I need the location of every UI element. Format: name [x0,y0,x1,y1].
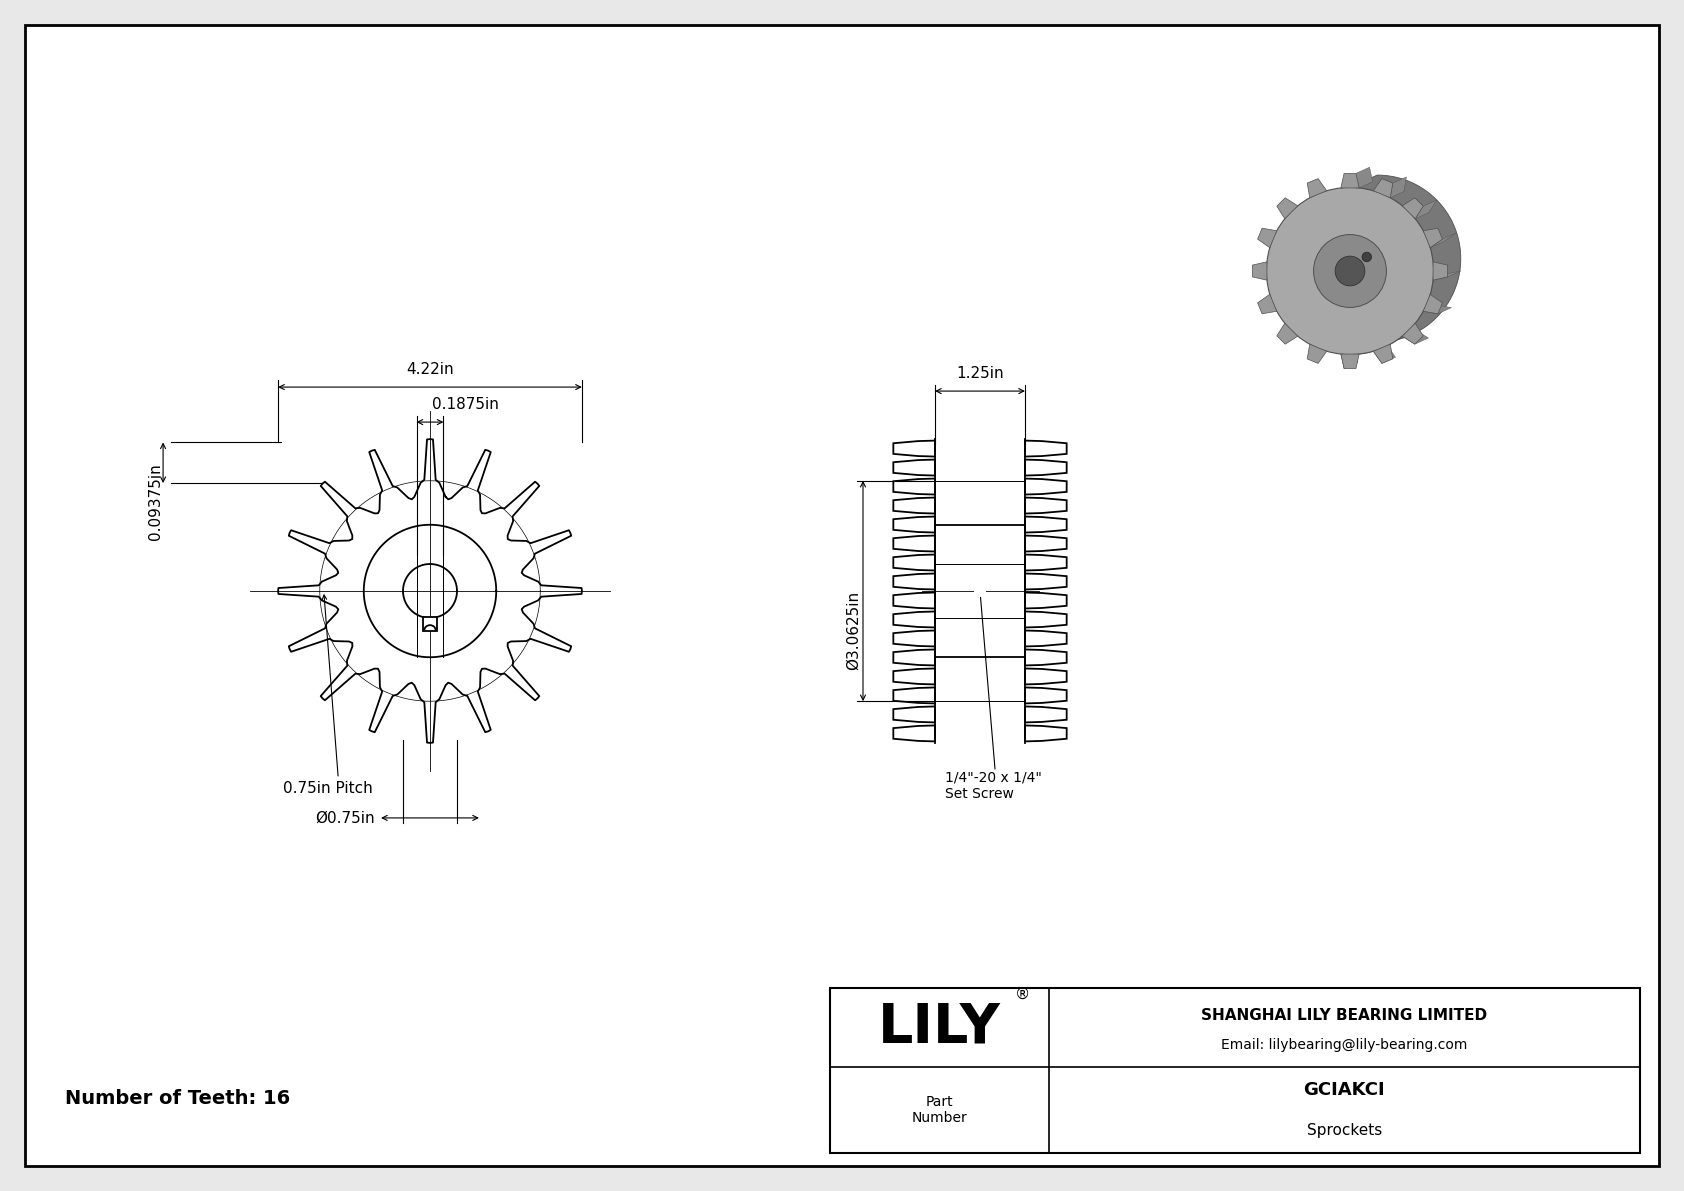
Circle shape [1362,252,1371,262]
Circle shape [1335,256,1364,286]
Text: Ø3.0625in: Ø3.0625in [845,591,861,671]
Polygon shape [1403,330,1428,344]
Polygon shape [1403,198,1423,219]
Polygon shape [1433,262,1448,280]
Text: GCIAKCI: GCIAKCI [1303,1081,1386,1099]
Polygon shape [1423,229,1443,248]
Polygon shape [1340,354,1359,368]
Text: 4.22in: 4.22in [406,362,453,378]
Text: 1/4"-20 x 1/4"
Set Screw: 1/4"-20 x 1/4" Set Screw [945,771,1042,802]
Polygon shape [1423,294,1443,313]
Polygon shape [1356,167,1372,188]
Text: Email: lilybearing@lily-bearing.com: Email: lilybearing@lily-bearing.com [1221,1039,1467,1052]
Polygon shape [1258,229,1276,248]
Text: 0.1875in: 0.1875in [431,397,498,412]
Polygon shape [1433,270,1462,280]
Polygon shape [1374,179,1393,198]
Polygon shape [1307,179,1327,198]
Circle shape [1314,235,1386,307]
Bar [423,617,438,631]
Polygon shape [1276,323,1298,344]
Text: Number of Teeth: 16: Number of Teeth: 16 [66,1090,290,1109]
Text: 0.09375in: 0.09375in [148,463,163,540]
Text: 0.75in Pitch: 0.75in Pitch [283,781,372,796]
Text: Ø0.75in: Ø0.75in [315,810,376,825]
Polygon shape [1258,294,1276,313]
Polygon shape [1415,200,1436,219]
Polygon shape [1374,345,1396,363]
Polygon shape [1351,175,1460,355]
Bar [830,989,1640,1153]
Circle shape [975,586,985,597]
Polygon shape [1430,233,1457,248]
Polygon shape [1340,174,1359,188]
Polygon shape [1307,344,1327,363]
Polygon shape [1374,344,1393,363]
Polygon shape [1351,223,1413,307]
Text: Sprockets: Sprockets [1307,1123,1383,1137]
Text: ®: ® [1015,987,1031,1002]
Polygon shape [1276,198,1298,219]
Polygon shape [1340,348,1357,368]
Polygon shape [1391,177,1406,198]
Text: 1.25in: 1.25in [957,366,1004,381]
Text: LILY: LILY [877,1000,1000,1054]
Polygon shape [1423,305,1452,313]
Polygon shape [1253,262,1266,280]
Circle shape [1266,187,1433,355]
Polygon shape [1403,323,1423,344]
Text: SHANGHAI LILY BEARING LIMITED: SHANGHAI LILY BEARING LIMITED [1201,1009,1487,1023]
Text: Part
Number: Part Number [911,1095,967,1125]
